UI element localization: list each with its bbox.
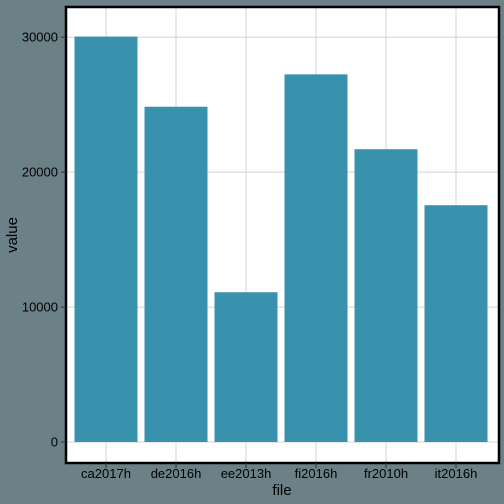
bar-it2016h <box>424 205 488 442</box>
plot-border <box>64 5 501 465</box>
y-axis: 0 10000 20000 30000 <box>22 30 66 450</box>
bars <box>74 36 488 443</box>
x-tick-label-fi2016h: fi2016h <box>295 466 338 481</box>
bar-ee2013h <box>214 292 278 442</box>
x-axis: ca2017h de2016h ee2013h fi2016h fr2010h it201… <box>81 463 477 481</box>
bar-fr2010h <box>354 149 418 442</box>
bar-de2016h <box>144 106 208 442</box>
x-tick-label-fr2010h: fr2010h <box>364 466 408 481</box>
y-tick-label-3: 30000 <box>22 30 58 45</box>
x-tick-label-de2016h: de2016h <box>151 466 202 481</box>
y-tick-label-0: 0 <box>51 435 58 450</box>
y-axis-title: value <box>4 217 21 253</box>
x-tick-label-ee2013h: ee2013h <box>221 466 272 481</box>
y-tick-label-1: 10000 <box>22 300 58 315</box>
x-tick-label-it2016h: it2016h <box>435 466 478 481</box>
x-axis-title: file <box>272 482 291 499</box>
y-tick-label-2: 20000 <box>22 165 58 180</box>
bar-ca2017h <box>74 36 138 443</box>
x-tick-label-ca2017h: ca2017h <box>81 466 131 481</box>
bar-fi2016h <box>284 74 348 442</box>
